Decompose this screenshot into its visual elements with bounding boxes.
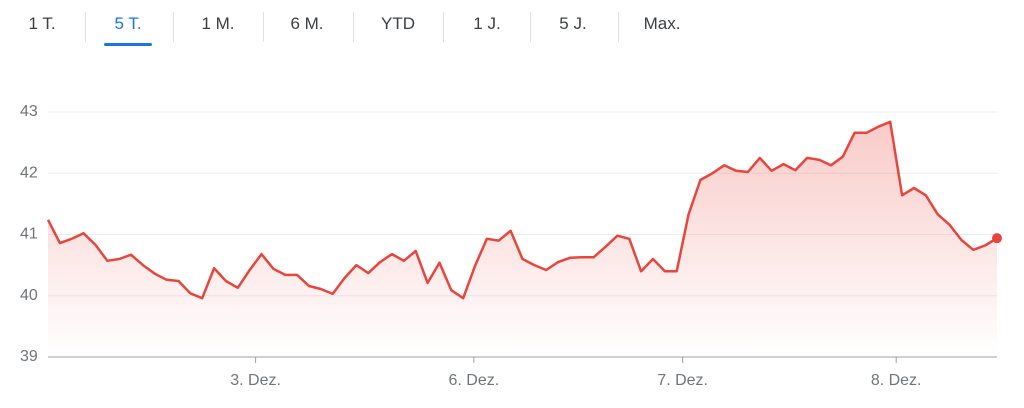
range-tab[interactable]: 1 J. <box>473 14 501 33</box>
range-tab[interactable]: 5 T. <box>114 14 142 33</box>
range-tab[interactable]: 5 J. <box>559 14 587 33</box>
area <box>48 121 997 357</box>
y-tick-label: 39 <box>20 348 38 365</box>
y-tick-label: 42 <box>20 164 38 181</box>
tab-separator <box>173 12 174 42</box>
range-tab[interactable]: 1 T. <box>28 14 56 33</box>
tab-separator <box>442 12 444 42</box>
last-point <box>992 233 1002 244</box>
y-tick-label: 40 <box>20 287 38 304</box>
y-tick-label: 41 <box>20 226 38 243</box>
y-tick-label: 43 <box>20 103 38 120</box>
price-line <box>46 120 998 300</box>
range-tab[interactable]: 6 M. <box>290 14 324 33</box>
tab-separator <box>352 12 354 42</box>
selected-underline <box>104 43 152 46</box>
tab-separator <box>617 12 619 42</box>
range-tab[interactable]: YTD <box>381 14 415 33</box>
x-tick-label: 8. Dez. <box>871 372 922 389</box>
tab-separator <box>262 12 264 42</box>
tab-separator <box>85 12 86 42</box>
x-tick-label: 3. Dez. <box>230 372 281 389</box>
range-tab[interactable]: 1 M. <box>201 14 235 33</box>
range-tabs: 1 T. 5 T. 1 M. 6 M. YTD 1 J. 5 J. Max. <box>0 0 1024 56</box>
x-tick-label: 7. Dez. <box>657 372 708 389</box>
range-tab[interactable]: Max. <box>643 14 681 33</box>
x-tick-label: 6. Dez. <box>449 372 500 389</box>
tab-separator <box>530 12 531 42</box>
